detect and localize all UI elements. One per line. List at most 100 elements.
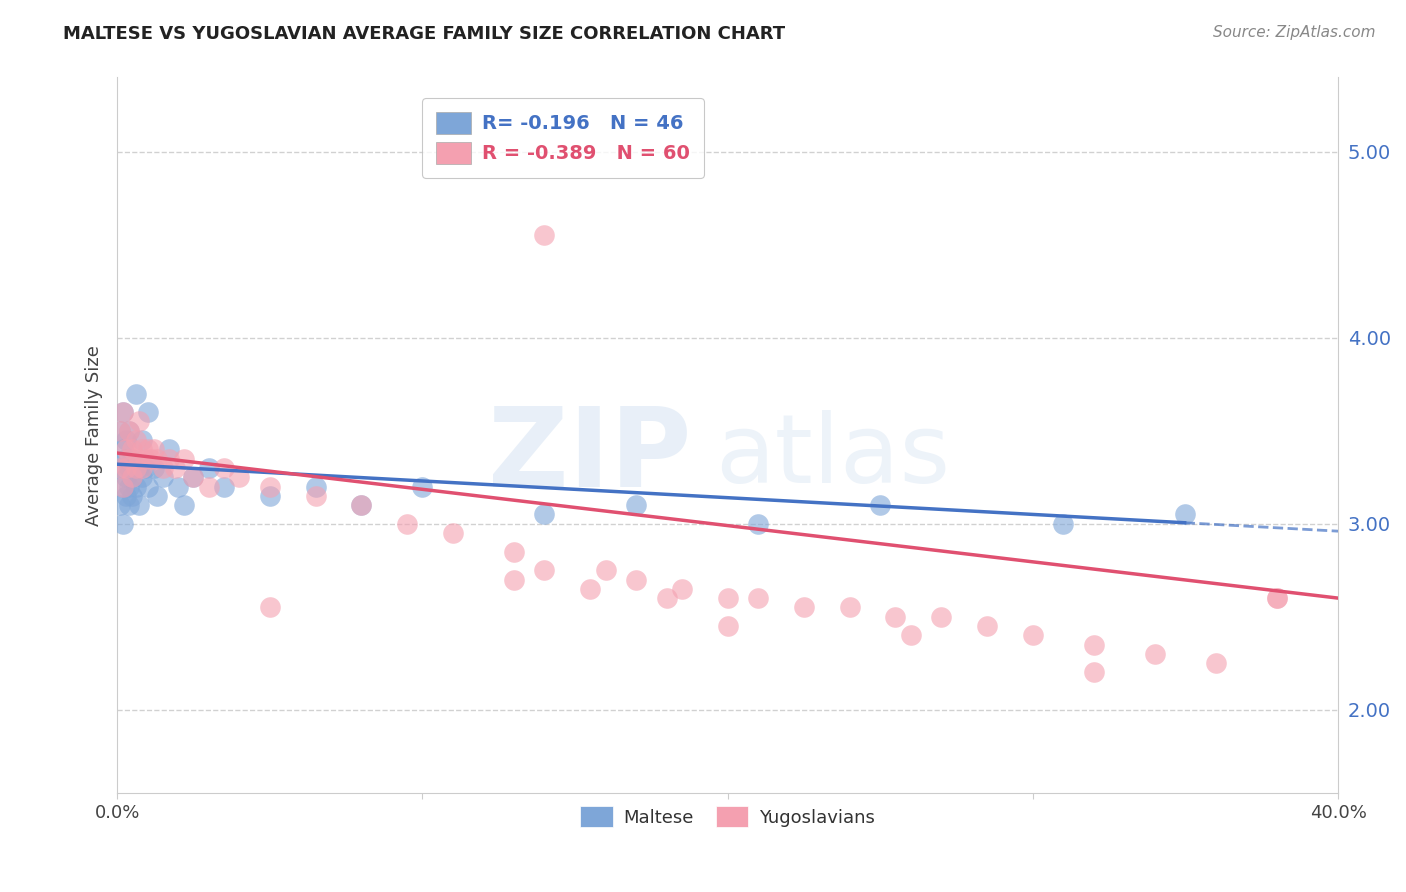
Point	[624, 498, 647, 512]
Point	[747, 516, 769, 531]
Point	[533, 228, 555, 243]
Point	[131, 461, 153, 475]
Point	[128, 414, 150, 428]
Point	[115, 489, 138, 503]
Point	[112, 405, 135, 419]
Point	[1205, 656, 1227, 670]
Point	[671, 582, 693, 596]
Point	[259, 600, 281, 615]
Point	[173, 498, 195, 512]
Point	[1022, 628, 1045, 642]
Point	[533, 563, 555, 577]
Point	[869, 498, 891, 512]
Point	[128, 451, 150, 466]
Point	[655, 591, 678, 606]
Point	[157, 442, 180, 457]
Point	[304, 479, 326, 493]
Point	[128, 461, 150, 475]
Point	[1265, 591, 1288, 606]
Point	[118, 424, 141, 438]
Point	[228, 470, 250, 484]
Point	[152, 470, 174, 484]
Point	[115, 470, 138, 484]
Text: atlas: atlas	[716, 410, 950, 503]
Point	[183, 470, 205, 484]
Point	[118, 498, 141, 512]
Point	[350, 498, 373, 512]
Point	[118, 424, 141, 438]
Point	[441, 526, 464, 541]
Point	[139, 451, 162, 466]
Point	[157, 451, 180, 466]
Point	[717, 619, 740, 633]
Point	[124, 479, 146, 493]
Point	[131, 442, 153, 457]
Point	[976, 619, 998, 633]
Point	[1174, 508, 1197, 522]
Point	[579, 582, 602, 596]
Point	[197, 479, 219, 493]
Point	[1052, 516, 1074, 531]
Point	[503, 573, 526, 587]
Point	[183, 470, 205, 484]
Point	[1083, 638, 1105, 652]
Point	[118, 461, 141, 475]
Point	[929, 609, 952, 624]
Point	[112, 479, 135, 493]
Point	[136, 479, 159, 493]
Point	[350, 498, 373, 512]
Point	[121, 451, 143, 466]
Y-axis label: Average Family Size: Average Family Size	[86, 345, 103, 525]
Point	[503, 544, 526, 558]
Point	[173, 451, 195, 466]
Point	[115, 461, 138, 475]
Point	[142, 461, 165, 475]
Point	[259, 489, 281, 503]
Point	[124, 386, 146, 401]
Point	[131, 470, 153, 484]
Text: ZIP: ZIP	[488, 403, 690, 510]
Point	[121, 470, 143, 484]
Point	[142, 442, 165, 457]
Point	[136, 442, 159, 457]
Point	[747, 591, 769, 606]
Point	[112, 442, 135, 457]
Point	[112, 479, 135, 493]
Point	[121, 489, 143, 503]
Point	[110, 424, 132, 438]
Point	[884, 609, 907, 624]
Point	[212, 479, 235, 493]
Point	[595, 563, 617, 577]
Point	[118, 479, 141, 493]
Point	[411, 479, 433, 493]
Point	[152, 461, 174, 475]
Point	[167, 479, 190, 493]
Point	[533, 508, 555, 522]
Point	[110, 424, 132, 438]
Point	[115, 451, 138, 466]
Point	[110, 461, 132, 475]
Point	[259, 479, 281, 493]
Point	[197, 461, 219, 475]
Point	[110, 498, 132, 512]
Point	[131, 433, 153, 447]
Point	[110, 461, 132, 475]
Point	[115, 433, 138, 447]
Point	[128, 498, 150, 512]
Point	[136, 405, 159, 419]
Point	[212, 461, 235, 475]
Point	[793, 600, 815, 615]
Point	[124, 461, 146, 475]
Point	[624, 573, 647, 587]
Point	[1143, 647, 1166, 661]
Legend: Maltese, Yugoslavians: Maltese, Yugoslavians	[574, 799, 882, 834]
Point	[900, 628, 922, 642]
Point	[112, 516, 135, 531]
Point	[115, 442, 138, 457]
Point	[124, 433, 146, 447]
Point	[304, 489, 326, 503]
Point	[121, 470, 143, 484]
Point	[146, 489, 169, 503]
Point	[134, 461, 156, 475]
Point	[134, 451, 156, 466]
